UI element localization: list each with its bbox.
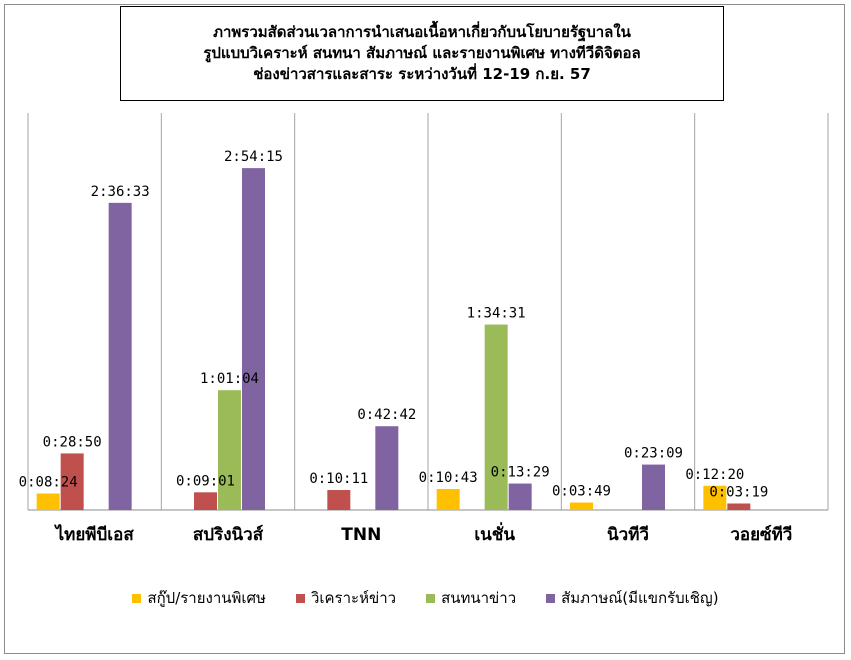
- data-label: 2:36:33: [91, 184, 150, 200]
- legend-swatch-scoop: [132, 593, 142, 603]
- legend-label-talk: สนทนาข่าว: [441, 589, 517, 607]
- bar: [508, 483, 532, 510]
- chart-title-line-1: ภาพรวมสัดส่วนเวลาการนำเสนอเนื้อหาเกี่ยวก…: [213, 23, 631, 41]
- category-label: TNN: [341, 525, 381, 545]
- category-label: นิวทีวี: [607, 524, 649, 545]
- bar: [242, 168, 265, 510]
- legend-item-analysis: วิเคราะห์ข่าว: [295, 586, 397, 610]
- bar: [194, 492, 217, 510]
- bar: [570, 502, 593, 510]
- legend-swatch-interview: [546, 593, 556, 603]
- data-label: 0:03:49: [552, 484, 611, 500]
- data-label: 0:03:19: [709, 484, 768, 500]
- legend-label-interview: สัมภาษณ์(มีแขกรับเชิญ): [561, 589, 719, 607]
- data-label: 0:12:20: [685, 467, 744, 483]
- data-label: 1:34:31: [467, 306, 526, 322]
- legend-swatch-analysis: [295, 593, 305, 603]
- bar: [327, 490, 351, 510]
- bar: [727, 503, 751, 510]
- bar: [436, 488, 460, 510]
- chart-title-line-3: ช่องข่าวสารและสาระ ระหว่างวันที่ 12-19 ก…: [253, 65, 591, 83]
- bar: [375, 426, 399, 510]
- chart-title-line-2: รูปแบบวิเคราะห์ สนทนา สัมภาษณ์ และรายงาน…: [203, 44, 641, 62]
- data-label: 0:28:50: [43, 434, 102, 450]
- category-label: วอยซ์ทีวี: [730, 524, 792, 545]
- data-label: 0:10:43: [419, 470, 478, 486]
- bar: [703, 485, 727, 510]
- data-label: 0:23:09: [624, 446, 683, 462]
- bar: [60, 453, 84, 510]
- category-label: ไทยพีบีเอส: [54, 524, 135, 545]
- data-label: 2:54:15: [224, 149, 283, 165]
- legend-label-analysis: วิเคราะห์ข่าว: [310, 589, 397, 607]
- data-label: 0:13:29: [491, 465, 550, 481]
- bar: [108, 202, 132, 510]
- data-label: 0:09:01: [176, 473, 235, 489]
- data-label: 0:42:42: [357, 407, 416, 423]
- bar: [36, 493, 60, 510]
- data-label: 1:01:04: [200, 371, 259, 387]
- data-label: 0:10:11: [309, 471, 368, 487]
- chart-frame: [4, 4, 845, 654]
- chart-legend: สกู๊ป/รายงานพิเศษ วิเคราะห์ข่าว สนทนาข่า…: [0, 586, 851, 610]
- legend-label-scoop: สกู๊ป/รายงานพิเศษ: [147, 589, 266, 607]
- bar: [484, 324, 508, 510]
- data-label: 0:08:24: [19, 475, 78, 491]
- chart-title: ภาพรวมสัดส่วนเวลาการนำเสนอเนื้อหาเกี่ยวก…: [120, 6, 724, 101]
- legend-item-scoop: สกู๊ป/รายงานพิเศษ: [132, 586, 266, 610]
- legend-item-interview: สัมภาษณ์(มีแขกรับเชิญ): [546, 586, 719, 610]
- bar: [218, 390, 241, 510]
- legend-swatch-talk: [426, 593, 436, 603]
- category-label: เนชั่น: [474, 522, 515, 545]
- category-label: สปริงนิวส์: [193, 524, 264, 545]
- bar: [642, 464, 665, 510]
- legend-item-talk: สนทนาข่าว: [426, 586, 516, 610]
